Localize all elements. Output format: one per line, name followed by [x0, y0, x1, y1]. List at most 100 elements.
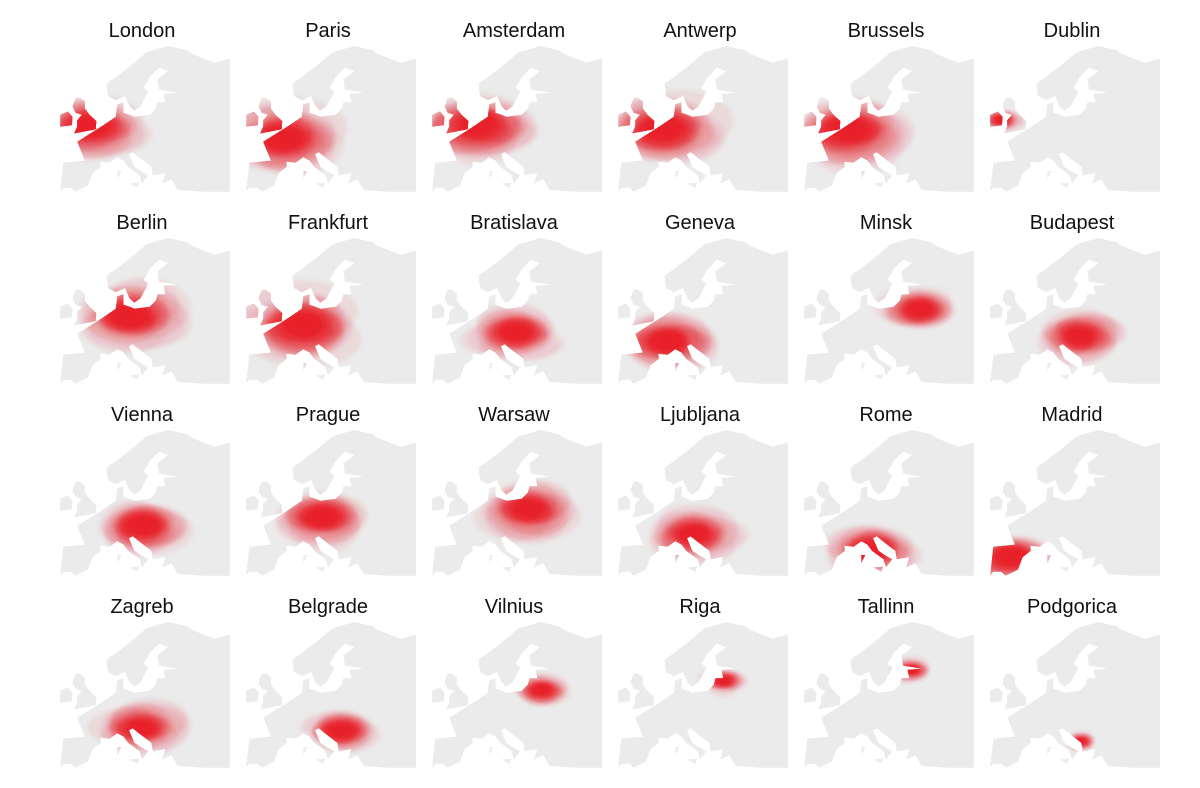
city-hotspot — [277, 131, 292, 146]
europe-map — [798, 46, 974, 192]
city-hotspot — [661, 335, 675, 348]
europe-map — [60, 622, 230, 768]
city-panel-bratislava: Bratislava — [422, 202, 606, 392]
heat-region — [618, 311, 719, 374]
heat-region — [473, 479, 582, 544]
heat-region — [240, 280, 362, 369]
city-panel-madrid: Madrid — [980, 394, 1164, 584]
europe-map — [984, 46, 1160, 192]
city-hotspot — [915, 304, 926, 315]
city-hotspot — [688, 528, 700, 540]
city-hotspot — [510, 327, 522, 340]
city-name: Budapest — [1029, 212, 1115, 234]
city-name: Riga — [679, 596, 721, 618]
land-mass — [804, 430, 974, 576]
city-name: Frankfurt — [287, 212, 369, 234]
city-name: Minsk — [859, 212, 913, 234]
city-hotspot — [125, 308, 139, 322]
heat-region — [798, 96, 915, 176]
city-hotspot — [335, 726, 346, 737]
europe-map — [990, 238, 1160, 384]
heat-region — [98, 500, 194, 558]
city-panel-ljubljana: Ljubljana — [608, 394, 792, 584]
land-mass — [618, 622, 788, 768]
city-hotspot — [867, 545, 880, 558]
city-name: Zagreb — [110, 596, 174, 618]
city-name: Rome — [859, 404, 913, 426]
city-panel-vienna: Vienna — [50, 394, 234, 584]
city-panel-berlin: Berlin — [50, 202, 234, 392]
city-panel-paris: Paris — [236, 10, 420, 200]
heat-region — [459, 302, 565, 362]
city-panel-minsk: Minsk — [794, 202, 978, 392]
city-name: Brussels — [847, 20, 925, 42]
heat-region — [240, 96, 348, 177]
europe-map — [240, 46, 416, 192]
city-hotspot — [536, 685, 546, 695]
city-name: Prague — [295, 404, 361, 426]
city-panel-london: London — [50, 10, 234, 200]
city-hotspot — [1003, 551, 1016, 564]
city-name: Amsterdam — [462, 20, 566, 42]
city-hotspot — [1077, 737, 1085, 745]
europe-map — [612, 46, 788, 192]
europe-map — [618, 622, 788, 768]
city-hotspot — [134, 721, 147, 733]
city-name: Belgrade — [287, 596, 369, 618]
land-mass — [990, 622, 1160, 768]
europe-map — [432, 430, 602, 576]
europe-map — [618, 238, 788, 384]
land-mass — [60, 622, 230, 768]
city-name: Ljubljana — [659, 404, 741, 426]
city-name: Dublin — [1043, 20, 1101, 42]
city-panel-amsterdam: Amsterdam — [422, 10, 606, 200]
europe-map — [246, 622, 416, 768]
city-hotspot — [315, 511, 328, 524]
city-panel-rome: Rome — [794, 394, 978, 584]
city-name: Berlin — [116, 212, 168, 234]
city-hotspot — [719, 676, 728, 685]
city-panel-zagreb: Zagreb — [50, 586, 234, 776]
city-panel-dublin: Dublin — [980, 10, 1164, 200]
europe-map — [432, 622, 602, 768]
city-panel-prague: Prague — [236, 394, 420, 584]
europe-map — [804, 622, 974, 768]
city-panel-brussels: Brussels — [794, 10, 978, 200]
city-panel-riga: Riga — [608, 586, 792, 776]
europe-map — [990, 622, 1160, 768]
city-hotspot — [521, 502, 534, 515]
heat-region — [276, 491, 368, 554]
land-mass — [432, 622, 602, 768]
europe-map — [60, 430, 230, 576]
heat-region — [984, 535, 1059, 576]
land-mass — [618, 430, 788, 576]
city-name: Vilnius — [484, 596, 544, 618]
city-name: Podgorica — [1026, 596, 1118, 618]
city-panel-antwerp: Antwerp — [608, 10, 792, 200]
europe-map — [432, 238, 602, 384]
europe-map — [426, 46, 602, 192]
city-panel-vilnius: Vilnius — [422, 586, 606, 776]
europe-map — [240, 238, 416, 384]
city-name: Madrid — [1041, 404, 1103, 426]
city-hotspot — [1074, 330, 1086, 342]
city-panel-tallinn: Tallinn — [794, 586, 978, 776]
city-name: Paris — [305, 20, 351, 42]
city-panel-frankfurt: Frankfurt — [236, 202, 420, 392]
heat-region — [873, 286, 956, 329]
city-hotspot — [655, 121, 670, 136]
city-hotspot — [471, 116, 485, 131]
europe-map — [60, 238, 230, 384]
city-name: Antwerp — [663, 20, 737, 42]
city-hotspot — [907, 666, 916, 675]
europe-map — [804, 430, 974, 576]
city-name: London — [108, 20, 176, 42]
city-hotspot — [135, 519, 148, 531]
city-hotspot — [84, 120, 98, 134]
city-panel-geneva: Geneva — [608, 202, 792, 392]
small-multiples-grid: London Paris Amsterdam Antwerp Brussels Dubli… — [50, 10, 1180, 780]
city-hotspot — [841, 123, 856, 137]
city-panel-budapest: Budapest — [980, 202, 1164, 392]
city-name: Bratislava — [470, 212, 558, 234]
city-panel-belgrade: Belgrade — [236, 586, 420, 776]
